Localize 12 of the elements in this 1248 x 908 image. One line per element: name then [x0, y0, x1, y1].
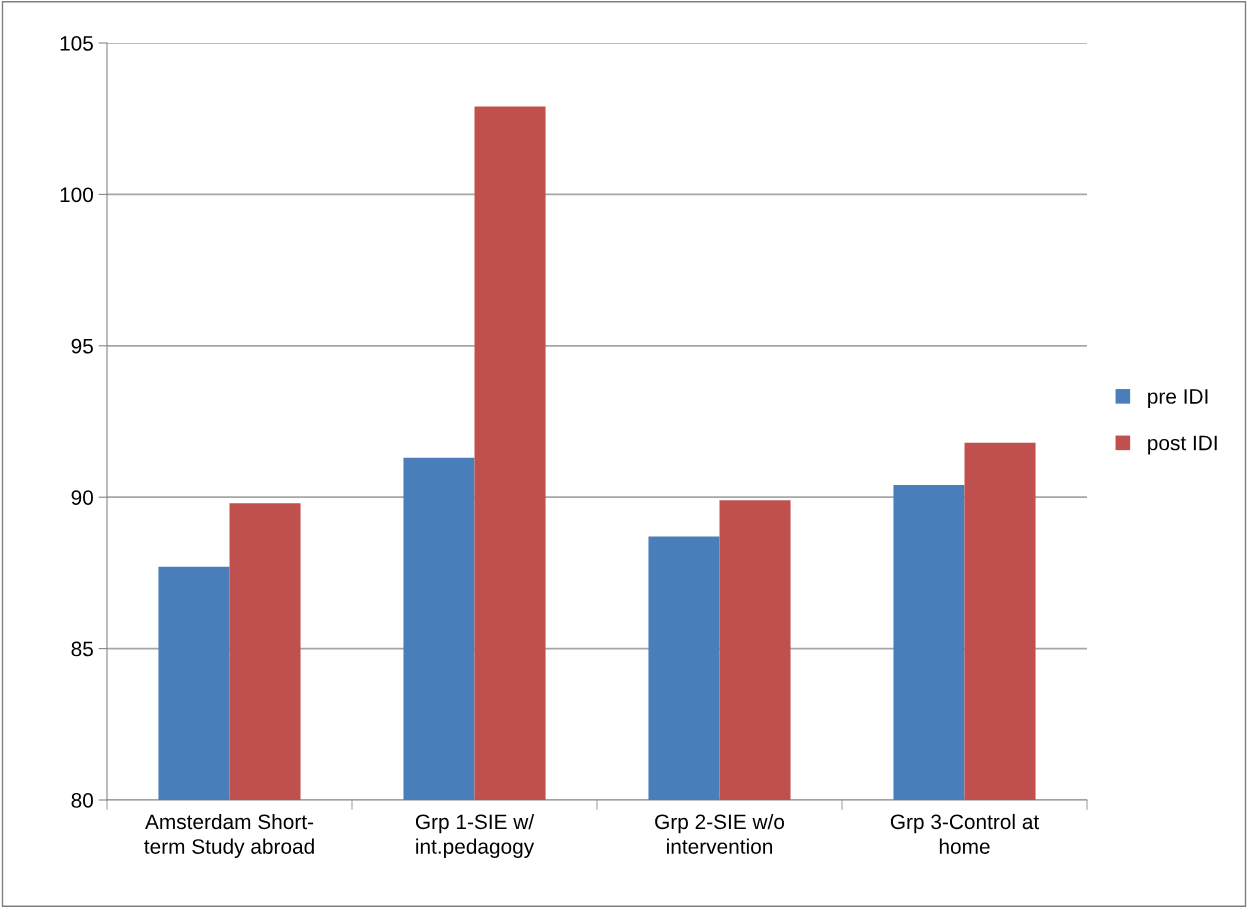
y-tick-label: 85 [71, 641, 93, 657]
y-tick-label: 90 [71, 490, 93, 505]
y-tick-label: 95 [71, 338, 93, 354]
y-tick-label: 105 [60, 36, 93, 51]
x-tick-label: Grp 1-SIE w/ int.pedagogy [415, 813, 535, 859]
y-tick-label: 100 [60, 187, 93, 203]
legend-label: pre IDI [1148, 389, 1208, 408]
x-tick-label: Grp 2-SIE w/o intervention [655, 813, 785, 854]
legend-label: post IDI [1148, 435, 1217, 455]
y-tick-label: 80 [71, 793, 93, 808]
x-tick-label: Amsterdam Short- term Study abroad [144, 813, 314, 859]
x-tick-label: Grp 3-Control at home [890, 813, 1040, 854]
